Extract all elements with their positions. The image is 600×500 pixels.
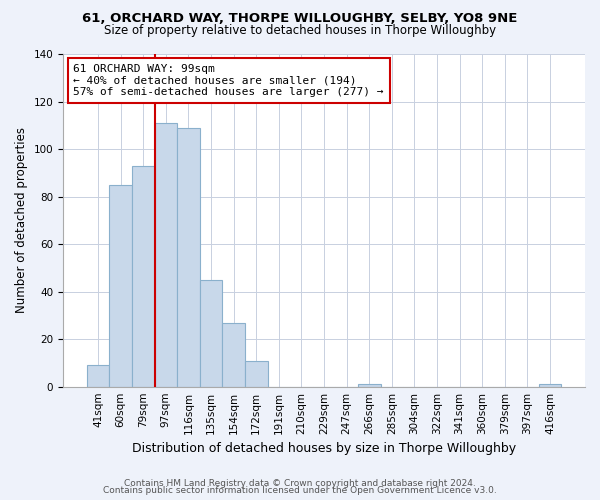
- Y-axis label: Number of detached properties: Number of detached properties: [15, 128, 28, 314]
- Bar: [132, 166, 155, 386]
- Text: 61 ORCHARD WAY: 99sqm
← 40% of detached houses are smaller (194)
57% of semi-det: 61 ORCHARD WAY: 99sqm ← 40% of detached …: [73, 64, 384, 97]
- Bar: [200, 280, 223, 386]
- Bar: [223, 322, 245, 386]
- Bar: [155, 123, 177, 386]
- Bar: [245, 360, 268, 386]
- Bar: [539, 384, 561, 386]
- Bar: [87, 366, 109, 386]
- X-axis label: Distribution of detached houses by size in Thorpe Willoughby: Distribution of detached houses by size …: [132, 442, 516, 455]
- Text: Contains HM Land Registry data © Crown copyright and database right 2024.: Contains HM Land Registry data © Crown c…: [124, 478, 476, 488]
- Text: Size of property relative to detached houses in Thorpe Willoughby: Size of property relative to detached ho…: [104, 24, 496, 37]
- Bar: [177, 128, 200, 386]
- Bar: [109, 184, 132, 386]
- Text: 61, ORCHARD WAY, THORPE WILLOUGHBY, SELBY, YO8 9NE: 61, ORCHARD WAY, THORPE WILLOUGHBY, SELB…: [82, 12, 518, 26]
- Bar: [358, 384, 380, 386]
- Text: Contains public sector information licensed under the Open Government Licence v3: Contains public sector information licen…: [103, 486, 497, 495]
